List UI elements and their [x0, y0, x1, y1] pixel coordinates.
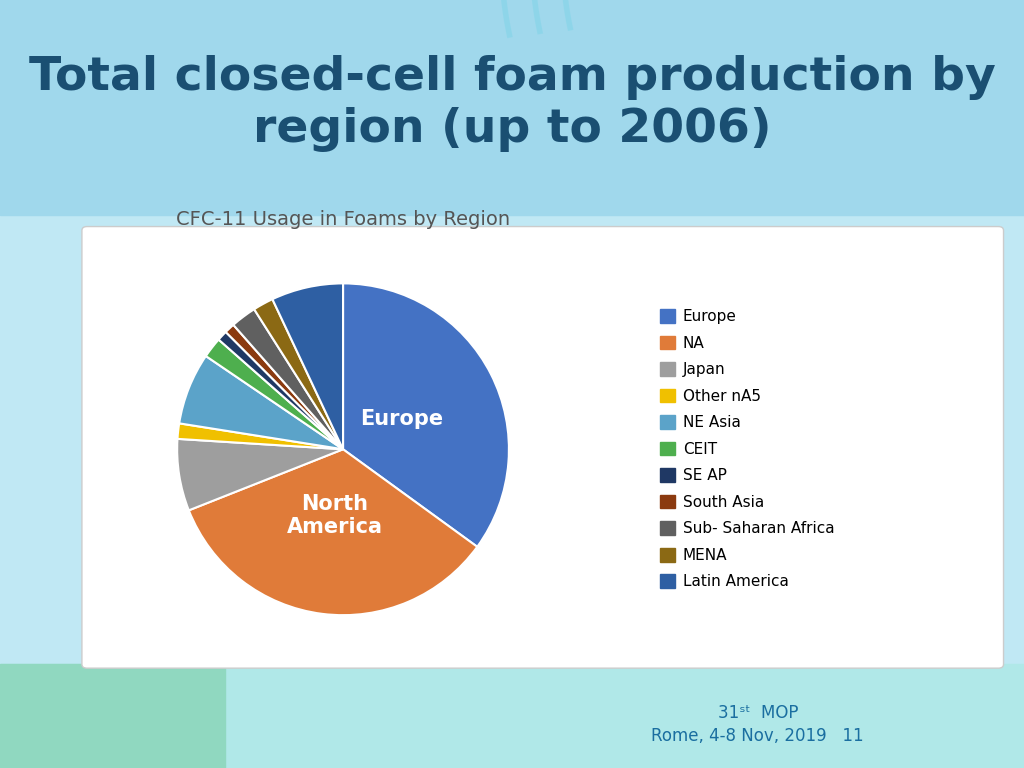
- Text: Europe: Europe: [360, 409, 443, 429]
- Wedge shape: [272, 283, 343, 449]
- Wedge shape: [188, 449, 477, 615]
- Wedge shape: [225, 325, 343, 449]
- Title: CFC-11 Usage in Foams by Region: CFC-11 Usage in Foams by Region: [176, 210, 510, 230]
- Bar: [0, 664, 225, 768]
- Bar: [0, 664, 1024, 768]
- Text: North
America: North America: [287, 494, 383, 537]
- Bar: [0, 0, 1024, 215]
- Text: Total closed-cell foam production by
region (up to 2006): Total closed-cell foam production by reg…: [29, 55, 995, 152]
- Wedge shape: [233, 310, 343, 449]
- Wedge shape: [343, 283, 509, 547]
- Wedge shape: [206, 339, 343, 449]
- Text: 31ˢᵗ  MOP: 31ˢᵗ MOP: [718, 703, 798, 722]
- Wedge shape: [179, 356, 343, 449]
- FancyBboxPatch shape: [82, 227, 1004, 668]
- Wedge shape: [254, 300, 343, 449]
- Wedge shape: [218, 332, 343, 449]
- Text: Rome, 4-8 Nov, 2019   11: Rome, 4-8 Nov, 2019 11: [651, 727, 864, 745]
- Legend: Europe, NA, Japan, Other nA5, NE Asia, CEIT, SE AP, South Asia, Sub- Saharan Afr: Europe, NA, Japan, Other nA5, NE Asia, C…: [659, 309, 835, 590]
- Wedge shape: [177, 423, 343, 449]
- Wedge shape: [177, 439, 343, 511]
